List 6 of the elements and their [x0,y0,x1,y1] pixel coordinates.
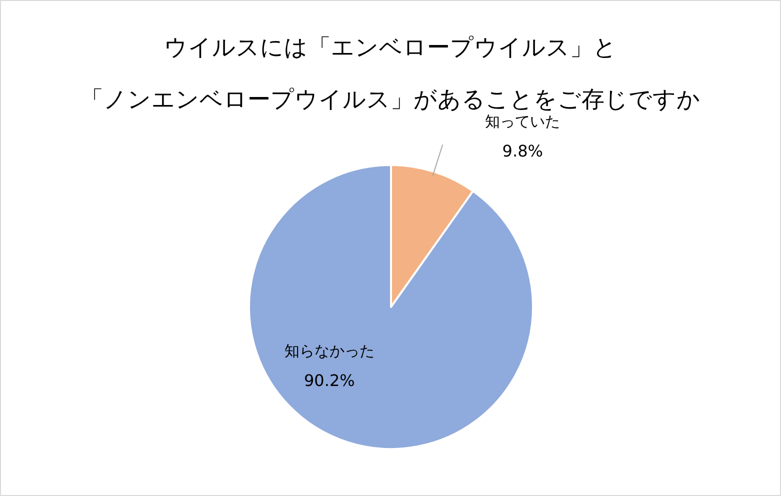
slice-label: 知っていた [485,112,560,131]
chart-subtitle: 「ノンエンベロープウイルス」があることをご存じですか [80,87,700,113]
data-label: 90.2% [304,370,355,390]
slice-label: 知らなかった [284,342,374,360]
chart-title: ウイルスには「エンベロープウイルス」と [164,35,617,61]
data-label: 9.8% [502,142,543,161]
